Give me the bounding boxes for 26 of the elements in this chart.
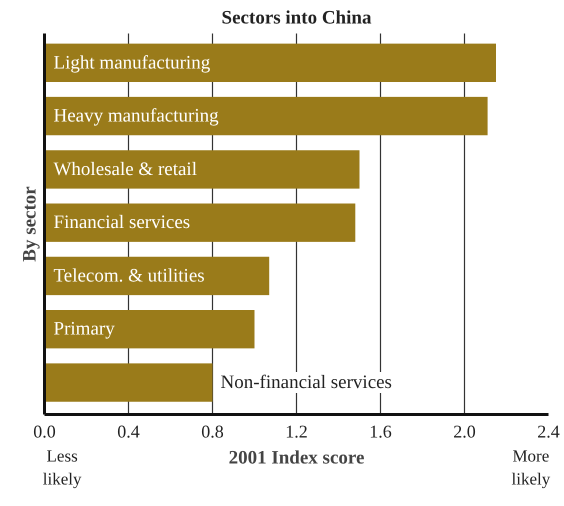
bar [44, 44, 496, 82]
bar [44, 363, 212, 402]
text: More likely [512, 446, 551, 488]
y-tick-label: Financial services [54, 212, 190, 234]
y-tick-label: Non-financial services [220, 372, 392, 394]
bar [44, 256, 270, 296]
text: Less likely [42, 446, 82, 488]
x-tick-label: 1.2 [285, 422, 308, 442]
x-tick-label: 0.8 [201, 422, 224, 442]
x-tick-label: 1.6 [369, 422, 392, 442]
x-tick-label: 2.4 [537, 422, 560, 442]
bar [44, 150, 360, 189]
y-tick-label: Primary [54, 318, 116, 340]
y-tick-label: Telecom. & utilities [54, 265, 205, 286]
y-tick-label: Heavy manufacturing [54, 106, 220, 127]
bar [44, 96, 488, 136]
bar [44, 310, 254, 348]
x-tick-label: 2.0 [453, 422, 476, 442]
x-axis-title: 2001 Index score [228, 447, 364, 468]
y-tick-label: Wholesale & retail [54, 158, 197, 180]
bar [44, 203, 356, 242]
x-tick-label: 0.4 [117, 422, 140, 442]
x-tick-label: 0.0 [33, 422, 56, 442]
y-tick-label: Light manufacturing [54, 52, 211, 74]
y-axis-title: By sector [20, 186, 40, 262]
chart-title: Sectors into China [222, 8, 372, 28]
